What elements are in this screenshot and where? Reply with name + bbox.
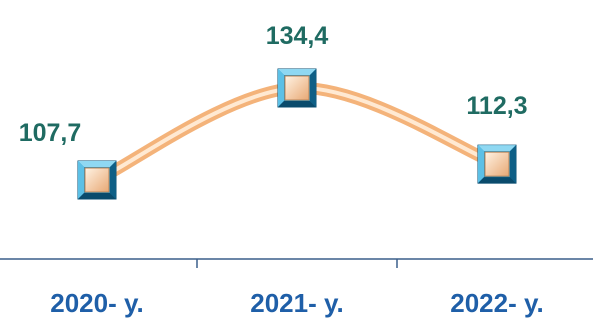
data-marker-3 bbox=[477, 144, 517, 184]
data-markers bbox=[77, 68, 517, 200]
data-labels: 107,7 134,4 112,3 bbox=[19, 22, 528, 147]
x-tick-label-2: 2021- y. bbox=[250, 288, 343, 318]
x-tick-label-3: 2022- y. bbox=[450, 288, 543, 318]
data-marker-1 bbox=[77, 160, 117, 200]
data-label-3: 112,3 bbox=[466, 92, 527, 120]
x-axis bbox=[0, 258, 593, 268]
x-tick-label-1: 2020- y. bbox=[50, 288, 143, 318]
data-label-1: 107,7 bbox=[19, 119, 82, 147]
data-label-2: 134,4 bbox=[266, 22, 329, 50]
x-tick-labels: 2020- y. 2021- y. 2022- y. bbox=[50, 288, 543, 318]
data-marker-2 bbox=[277, 68, 317, 108]
